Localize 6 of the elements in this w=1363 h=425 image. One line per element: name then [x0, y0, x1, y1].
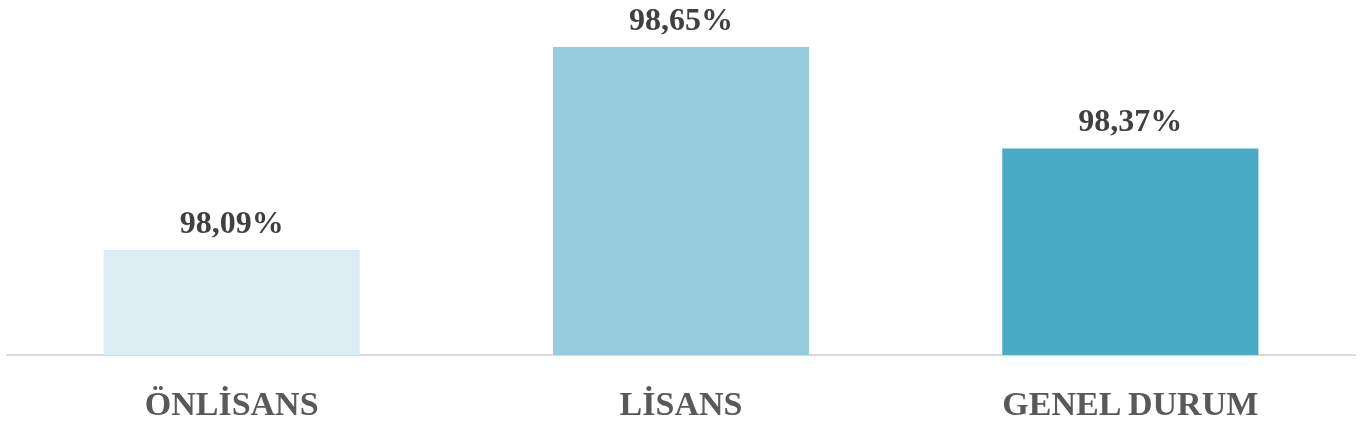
data-label: 98,09%: [179, 203, 284, 240]
x-tick-label: GENEL DURUM: [1002, 384, 1259, 422]
x-tick-label: LİSANS: [619, 384, 743, 422]
data-label: 98,65%: [629, 1, 733, 37]
x-tick-label: ÖNLİSANS: [144, 384, 319, 422]
data-label: 98,37%: [1078, 102, 1183, 139]
